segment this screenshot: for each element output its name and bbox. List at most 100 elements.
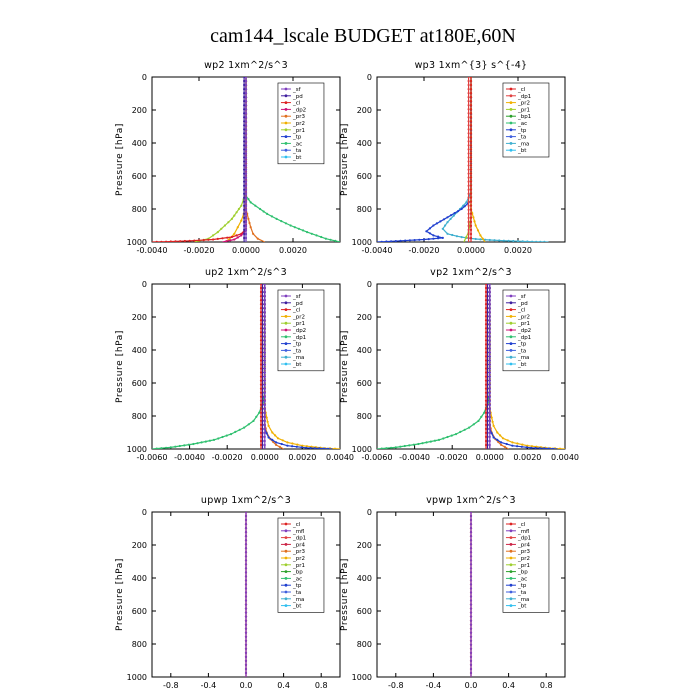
- series-marker: [267, 436, 270, 439]
- series-marker: [324, 237, 327, 240]
- series-marker: [155, 447, 158, 449]
- series-marker: [469, 611, 473, 614]
- legend-swatch-marker: [509, 108, 513, 111]
- legend-swatch-marker: [284, 301, 288, 305]
- series-marker: [488, 383, 491, 386]
- legend-swatch-marker: [284, 570, 288, 573]
- series-marker: [477, 419, 480, 422]
- series-marker: [484, 347, 488, 350]
- series-marker: [484, 284, 488, 286]
- legend-label: _cl: [517, 87, 526, 93]
- series-marker: [469, 156, 473, 159]
- series-marker: [469, 659, 473, 663]
- series-marker: [441, 227, 444, 230]
- series-marker: [484, 299, 488, 302]
- x-tick-label: 0.8: [540, 681, 553, 690]
- legend-swatch-marker: [284, 328, 288, 332]
- legend-label: _ta: [292, 590, 301, 596]
- series-marker: [208, 439, 211, 442]
- y-axis-label: Pressure [hPa]: [115, 330, 125, 403]
- series-marker: [263, 403, 266, 406]
- series-marker: [468, 426, 471, 429]
- series-marker: [469, 571, 473, 574]
- series-marker: [488, 286, 491, 290]
- series-marker: [291, 445, 294, 448]
- series-marker: [263, 383, 266, 386]
- series-marker: [244, 667, 248, 671]
- series-marker: [469, 96, 473, 99]
- series-marker: [469, 124, 473, 127]
- series-marker: [244, 627, 248, 630]
- series-marker: [259, 367, 263, 370]
- series-marker: [244, 184, 248, 187]
- series-marker: [263, 327, 266, 330]
- series-marker: [469, 547, 473, 550]
- series-marker: [488, 379, 491, 382]
- series-marker: [266, 420, 269, 423]
- series-marker: [469, 108, 473, 111]
- series-marker: [244, 559, 248, 562]
- series-marker: [467, 212, 470, 215]
- series-marker: [244, 599, 248, 602]
- series-marker: [333, 447, 337, 449]
- legend-label: _pd: [292, 94, 303, 100]
- series-marker: [327, 447, 330, 449]
- series-marker: [552, 447, 555, 449]
- series-marker: [244, 108, 248, 111]
- x-tick-label: 0.0040: [326, 453, 354, 462]
- legend-label: _cl: [517, 308, 526, 314]
- series-marker: [244, 523, 248, 526]
- x-tick-label: -0.8: [388, 681, 404, 690]
- x-tick-label: 0.0020: [288, 453, 316, 462]
- series-marker: [212, 438, 216, 441]
- series-marker: [243, 96, 246, 99]
- series-marker: [474, 224, 477, 227]
- series-marker: [169, 240, 172, 242]
- series-marker: [484, 379, 488, 382]
- series-marker: [259, 383, 263, 386]
- series-line-cl: [152, 77, 247, 242]
- series-marker: [484, 375, 488, 378]
- series-marker: [469, 663, 473, 667]
- series-marker: [526, 240, 529, 242]
- series-marker: [469, 152, 473, 155]
- series-marker: [512, 239, 515, 242]
- series-marker: [243, 180, 246, 183]
- legend-label: _pr3: [517, 549, 531, 555]
- legend-swatch-marker: [509, 328, 513, 332]
- series-marker: [505, 442, 508, 446]
- legend-swatch-marker: [509, 577, 513, 580]
- series-marker: [216, 231, 219, 234]
- series-marker: [244, 579, 248, 582]
- series-marker: [280, 220, 283, 223]
- series-marker: [491, 420, 494, 423]
- series-marker: [263, 351, 266, 354]
- legend-label: _ac: [292, 576, 302, 582]
- series-marker: [488, 327, 491, 330]
- series-marker: [243, 160, 246, 163]
- series-marker: [244, 180, 248, 183]
- legend-swatch-marker: [284, 128, 288, 132]
- series-marker: [240, 234, 243, 237]
- legend-label: _ma: [292, 597, 304, 603]
- y-tick-label: 1000: [352, 673, 372, 682]
- series-marker: [469, 184, 473, 187]
- series-marker: [459, 430, 462, 433]
- series-marker: [469, 647, 473, 650]
- series-marker: [417, 442, 420, 446]
- series-marker: [243, 164, 246, 167]
- series-marker: [500, 441, 503, 444]
- series-marker: [259, 375, 263, 378]
- series-marker: [259, 284, 263, 286]
- legend-label: _pr4: [292, 542, 306, 548]
- series-marker: [467, 148, 470, 151]
- series-marker: [244, 623, 248, 626]
- legend-swatch-marker: [284, 335, 288, 339]
- x-tick-label: 0.8: [315, 681, 328, 690]
- y-tick-label: 400: [132, 574, 147, 583]
- series-group: [244, 512, 248, 677]
- y-tick-label: 1000: [127, 673, 147, 682]
- series-marker: [244, 607, 248, 610]
- series-marker: [243, 220, 246, 223]
- series-marker: [453, 212, 456, 215]
